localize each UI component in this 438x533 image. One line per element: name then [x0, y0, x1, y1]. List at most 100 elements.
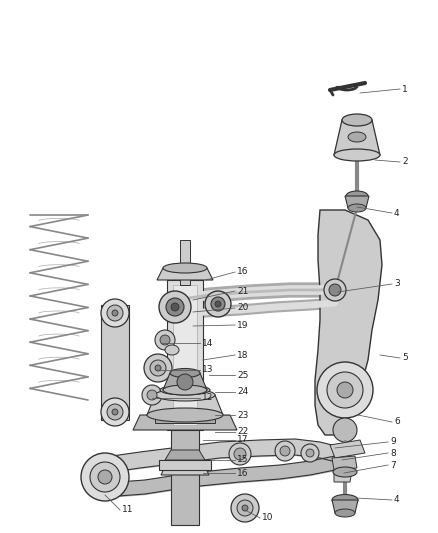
Circle shape	[171, 303, 179, 311]
Circle shape	[155, 330, 175, 350]
Circle shape	[324, 279, 346, 301]
Circle shape	[147, 390, 157, 400]
Circle shape	[155, 365, 161, 371]
Circle shape	[275, 441, 295, 461]
Circle shape	[112, 409, 118, 415]
Circle shape	[144, 354, 172, 382]
Circle shape	[229, 443, 251, 465]
Circle shape	[329, 284, 341, 296]
Text: 1: 1	[402, 85, 408, 93]
Text: 19: 19	[237, 320, 248, 329]
Text: 10: 10	[262, 513, 273, 522]
Circle shape	[112, 310, 118, 316]
Text: 4: 4	[394, 496, 399, 505]
Polygon shape	[163, 373, 207, 390]
Circle shape	[301, 444, 319, 462]
Polygon shape	[332, 500, 358, 513]
Polygon shape	[165, 450, 205, 460]
Circle shape	[81, 453, 129, 501]
Circle shape	[234, 448, 246, 460]
Text: 5: 5	[402, 353, 408, 362]
Polygon shape	[345, 196, 369, 208]
Circle shape	[280, 446, 290, 456]
Circle shape	[327, 372, 363, 408]
Text: 13: 13	[202, 366, 213, 375]
Circle shape	[107, 404, 123, 420]
Text: 17: 17	[237, 435, 248, 445]
Circle shape	[177, 374, 193, 390]
Bar	[173, 285, 197, 425]
Text: 2: 2	[402, 157, 408, 166]
Circle shape	[211, 297, 225, 311]
Ellipse shape	[333, 467, 357, 477]
Bar	[159, 460, 211, 470]
Circle shape	[333, 418, 357, 442]
Circle shape	[160, 335, 170, 345]
Ellipse shape	[165, 345, 179, 355]
Text: 8: 8	[390, 448, 396, 457]
Circle shape	[159, 291, 191, 323]
Circle shape	[142, 385, 162, 405]
Bar	[167, 280, 203, 430]
Circle shape	[242, 505, 248, 511]
Circle shape	[150, 360, 166, 376]
Ellipse shape	[147, 408, 223, 422]
Circle shape	[107, 305, 123, 321]
Circle shape	[98, 470, 112, 484]
Bar	[155, 415, 215, 423]
Ellipse shape	[348, 132, 366, 142]
Text: 4: 4	[394, 208, 399, 217]
Ellipse shape	[163, 385, 207, 395]
Ellipse shape	[346, 191, 368, 201]
Text: 21: 21	[237, 287, 248, 295]
Polygon shape	[147, 395, 223, 415]
Circle shape	[166, 298, 184, 316]
Text: 16: 16	[237, 268, 248, 277]
Circle shape	[306, 449, 314, 457]
Circle shape	[337, 382, 353, 398]
Bar	[101, 305, 129, 420]
Text: 16: 16	[237, 469, 248, 478]
Text: 7: 7	[390, 461, 396, 470]
Circle shape	[215, 301, 221, 307]
Polygon shape	[133, 415, 237, 430]
Polygon shape	[332, 456, 357, 470]
Ellipse shape	[334, 149, 380, 161]
Circle shape	[317, 362, 373, 418]
Text: 3: 3	[394, 279, 400, 288]
Polygon shape	[157, 268, 213, 280]
Ellipse shape	[163, 263, 207, 273]
Ellipse shape	[348, 204, 366, 212]
Text: 24: 24	[237, 387, 248, 397]
Ellipse shape	[342, 114, 372, 126]
Ellipse shape	[175, 387, 195, 393]
Text: 25: 25	[237, 370, 248, 379]
Ellipse shape	[332, 495, 358, 505]
Bar	[171, 430, 199, 525]
Text: 9: 9	[390, 438, 396, 447]
Ellipse shape	[335, 509, 355, 517]
Polygon shape	[315, 210, 382, 435]
Bar	[180, 240, 190, 285]
Text: 6: 6	[394, 417, 400, 426]
Text: 20: 20	[237, 303, 248, 312]
Text: 11: 11	[122, 505, 134, 514]
Text: 14: 14	[202, 338, 213, 348]
Circle shape	[101, 299, 129, 327]
Circle shape	[231, 494, 259, 522]
Polygon shape	[161, 462, 209, 475]
Ellipse shape	[170, 368, 200, 377]
Polygon shape	[330, 440, 365, 458]
Polygon shape	[334, 120, 380, 155]
Text: 15: 15	[237, 456, 248, 464]
Circle shape	[101, 398, 129, 426]
Text: 23: 23	[237, 410, 248, 419]
Circle shape	[205, 291, 231, 317]
Polygon shape	[334, 469, 352, 482]
Text: 18: 18	[237, 351, 248, 359]
Text: 12: 12	[202, 393, 213, 402]
Circle shape	[90, 462, 120, 492]
Ellipse shape	[160, 385, 210, 395]
Circle shape	[237, 500, 253, 516]
Ellipse shape	[155, 389, 215, 401]
